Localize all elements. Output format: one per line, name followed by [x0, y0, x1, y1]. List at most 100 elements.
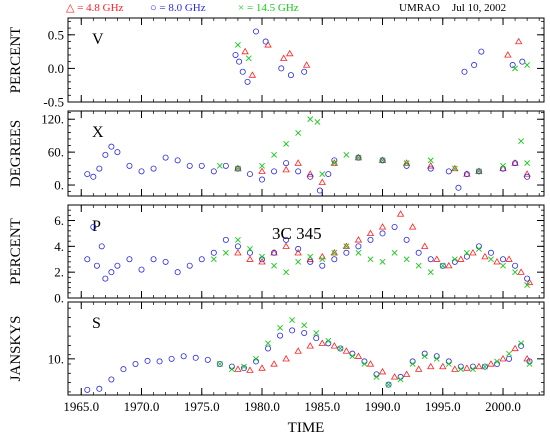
data-point	[391, 223, 398, 230]
data-point	[457, 255, 465, 262]
data-point	[120, 366, 127, 373]
data-point	[259, 162, 265, 169]
data-point	[96, 165, 103, 172]
data-point	[337, 345, 344, 352]
data-point	[258, 364, 266, 371]
data-point	[313, 335, 320, 342]
data-point	[331, 256, 338, 263]
data-point	[524, 282, 531, 289]
data-point	[373, 371, 380, 378]
data-point	[234, 365, 242, 372]
panel-frame	[67, 17, 545, 103]
x-axis-title: TIME	[288, 420, 325, 436]
data-point	[241, 47, 249, 55]
source-label: 3C 345	[272, 224, 322, 243]
data-point	[396, 210, 405, 217]
data-point	[307, 258, 314, 265]
data-point	[325, 337, 332, 344]
data-point	[234, 41, 241, 48]
data-point	[301, 322, 308, 329]
data-point	[271, 151, 277, 158]
data-point	[287, 72, 294, 79]
data-point	[402, 370, 411, 377]
data-point	[439, 262, 446, 269]
y-tick-label: 60.	[48, 145, 64, 160]
y-tick-label: -0.5	[43, 95, 64, 110]
y-tick-label: 6.	[54, 213, 64, 228]
data-point	[445, 168, 452, 175]
data-point	[289, 327, 296, 334]
data-point	[271, 249, 278, 256]
data-point	[210, 168, 217, 175]
data-point	[518, 340, 525, 347]
data-point	[278, 65, 285, 72]
data-point	[316, 187, 323, 194]
data-point	[162, 154, 169, 161]
data-point	[198, 162, 205, 169]
data-point	[234, 165, 241, 172]
data-point	[295, 245, 302, 252]
data-point	[262, 38, 269, 45]
data-point	[439, 362, 447, 370]
data-point	[478, 48, 485, 55]
legend-entry: × = 14.5 GHz	[238, 2, 299, 14]
data-point	[355, 243, 362, 250]
y-axis-title: PERCENT	[8, 218, 24, 285]
data-point	[259, 176, 266, 183]
data-point	[246, 255, 254, 262]
data-point	[90, 173, 97, 180]
data-point	[84, 386, 91, 393]
data-point	[282, 242, 290, 249]
x-tick-label: 1985.0	[304, 399, 340, 414]
data-point	[313, 330, 320, 336]
panel-frame	[67, 110, 545, 197]
data-point	[150, 165, 157, 172]
data-point	[258, 167, 266, 174]
data-point	[408, 223, 417, 230]
data-point	[427, 256, 434, 263]
data-point	[265, 345, 272, 352]
series-4-8-ghz	[234, 210, 534, 286]
data-point	[258, 258, 266, 265]
data-point	[216, 162, 223, 169]
data-point	[427, 362, 435, 370]
data-point	[96, 385, 103, 392]
data-point	[349, 353, 356, 360]
series-8-0-ghz	[232, 28, 526, 85]
data-point	[162, 258, 169, 265]
data-point	[283, 269, 290, 276]
data-point	[421, 350, 428, 357]
data-point	[342, 347, 351, 354]
data-point	[471, 62, 478, 69]
data-point	[445, 261, 453, 269]
data-point	[504, 51, 512, 58]
data-point	[366, 229, 375, 237]
data-point	[455, 184, 462, 191]
data-point	[509, 62, 516, 69]
data-point	[379, 230, 386, 237]
data-point	[331, 249, 338, 256]
x-tick-label: 1995.0	[425, 399, 461, 414]
legend: △ = 4.8 GHz ○ = 8.0 GHz × = 14.5 GHz	[66, 2, 299, 14]
data-point	[397, 376, 404, 383]
data-point	[500, 256, 507, 263]
data-point	[306, 170, 314, 177]
data-point	[519, 58, 526, 65]
data-point	[234, 243, 241, 250]
data-point	[294, 159, 302, 166]
data-point	[451, 256, 458, 263]
data-point	[222, 236, 229, 243]
data-point	[246, 171, 253, 178]
data-point	[325, 171, 332, 178]
data-point	[234, 248, 242, 256]
data-point	[282, 355, 290, 362]
data-point	[379, 258, 386, 265]
data-point	[378, 223, 387, 230]
data-point	[319, 262, 326, 269]
data-point	[445, 361, 452, 367]
y-axis-title: JANSKYS	[8, 316, 24, 382]
data-point	[421, 353, 428, 360]
data-point	[524, 173, 531, 180]
data-point	[270, 360, 278, 367]
data-point	[378, 367, 387, 375]
